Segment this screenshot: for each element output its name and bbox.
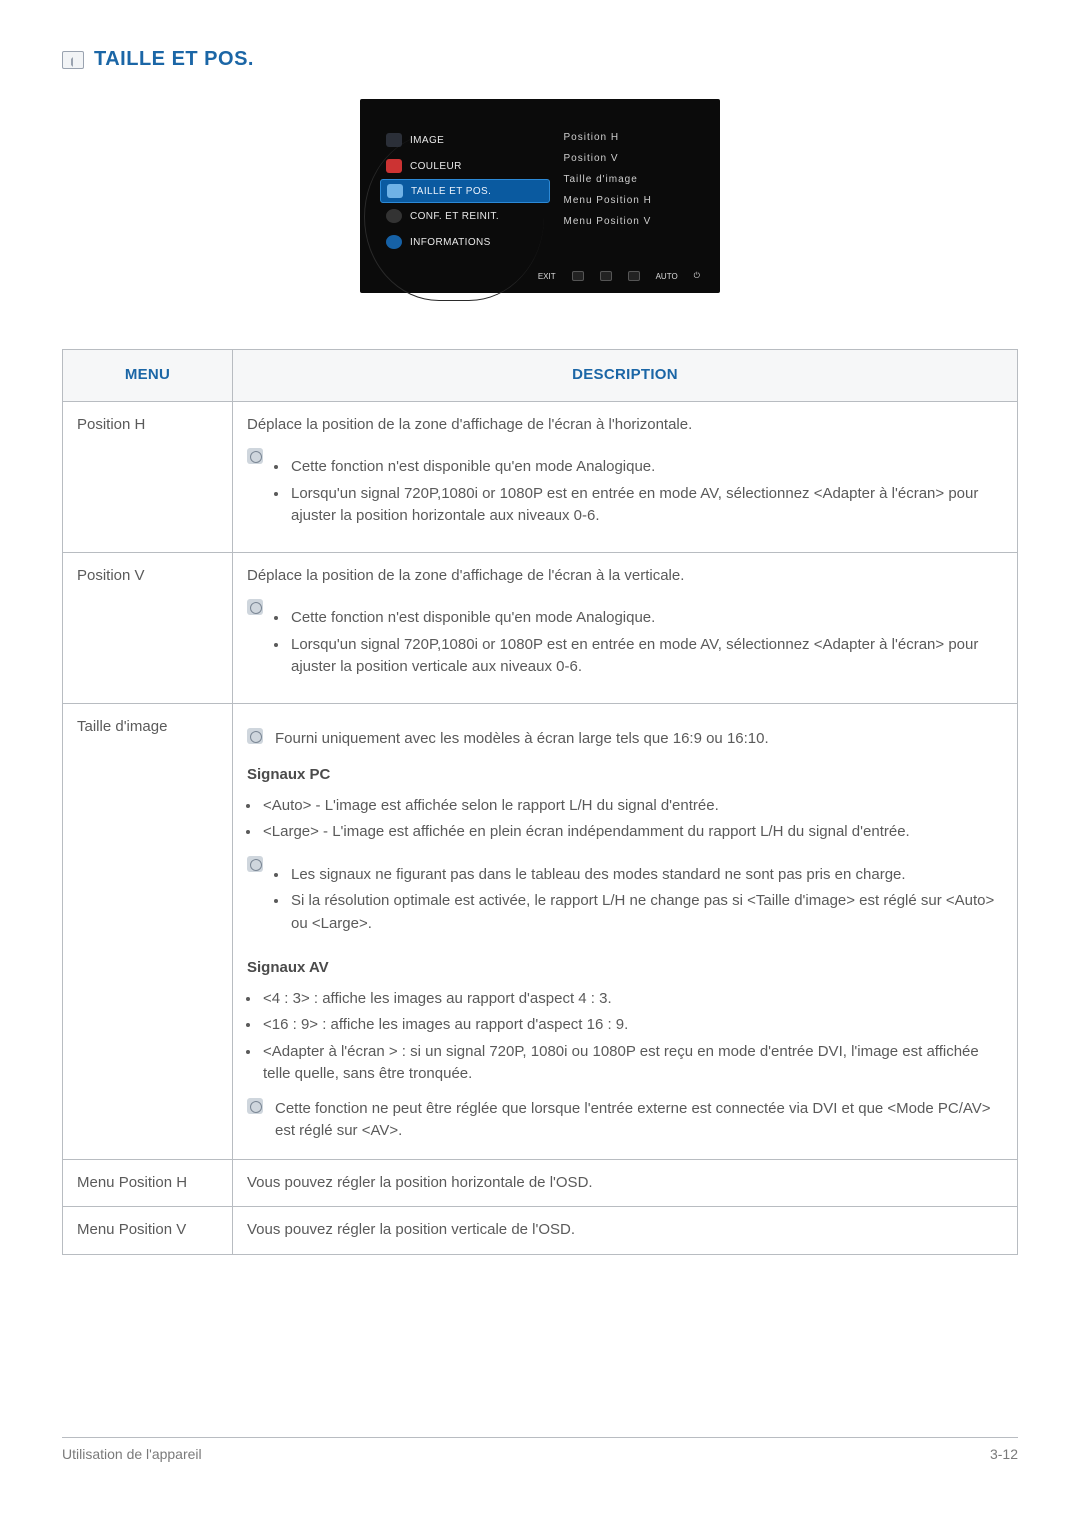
gear-icon [386, 209, 402, 223]
osd-right-item: Position V [564, 148, 699, 169]
osd-left-item-taille-sel: TAILLE ET POS. [380, 179, 550, 203]
cell-desc: Vous pouvez régler la position horizonta… [233, 1159, 1018, 1207]
footer-left: Utilisation de l'appareil [62, 1446, 202, 1462]
bullet: <4 : 3> : affiche les images au rapport … [261, 988, 1003, 1011]
osd-left-label: INFORMATIONS [410, 237, 491, 248]
color-icon [386, 159, 402, 173]
osd-left-label: TAILLE ET POS. [411, 186, 491, 197]
osd-nav-icon [628, 271, 640, 281]
table-row: Position H Déplace la position de la zon… [63, 401, 1018, 552]
bullet: <Large> - L'image est affichée en plein … [261, 821, 1003, 844]
osd-right-item: Position H [564, 127, 699, 148]
table-row: Position V Déplace la position de la zon… [63, 552, 1018, 703]
osd-screenshot: IMAGE COULEUR TAILLE ET POS. CONF. ET RE… [62, 99, 1018, 293]
osd-left-item-couleur: COULEUR [380, 153, 550, 179]
bullet: Cette fonction n'est disponible qu'en mo… [289, 607, 1003, 630]
osd-left-item-info: INFORMATIONS [380, 229, 550, 255]
bullet: <16 : 9> : affiche les images au rapport… [261, 1014, 1003, 1037]
footer-right: 3-12 [990, 1446, 1018, 1462]
cell-menu: Menu Position V [63, 1207, 233, 1255]
osd-right-item: Taille d'image [564, 169, 699, 190]
cell-menu: Position V [63, 552, 233, 703]
cell-desc: Vous pouvez régler la position verticale… [233, 1207, 1018, 1255]
osd-right-item: Menu Position V [564, 211, 699, 232]
th-menu: MENU [63, 350, 233, 402]
spec-table: MENU DESCRIPTION Position H Déplace la p… [62, 349, 1018, 1255]
bullet: Cette fonction n'est disponible qu'en mo… [289, 456, 1003, 479]
osd-nav-icon [600, 271, 612, 281]
subheading-av: Signaux AV [247, 957, 1003, 980]
bullet: Si la résolution optimale est activée, l… [289, 890, 1003, 935]
bullet: <Auto> - L'image est affichée selon le r… [261, 795, 1003, 818]
info-icon [386, 235, 402, 249]
table-row: Menu Position H Vous pouvez régler la po… [63, 1159, 1018, 1207]
osd-left-item-image: IMAGE [380, 127, 550, 153]
cell-menu: Menu Position H [63, 1159, 233, 1207]
note-text: Fourni uniquement avec les modèles à écr… [275, 728, 1003, 751]
osd-left-item-conf: CONF. ET REINIT. [380, 203, 550, 229]
cell-menu: Position H [63, 401, 233, 552]
bullet: Lorsqu'un signal 720P,1080i or 1080P est… [289, 483, 1003, 528]
bullet: <Adapter à l'écran > : si un signal 720P… [261, 1041, 1003, 1086]
note-icon [247, 448, 263, 464]
table-row: Menu Position V Vous pouvez régler la po… [63, 1207, 1018, 1255]
osd-left-label: IMAGE [410, 135, 444, 146]
note-icon [247, 728, 263, 744]
note-icon [247, 856, 263, 872]
osd-right-item: Menu Position H [564, 190, 699, 211]
note-icon [247, 1098, 263, 1114]
osd-left-label: CONF. ET REINIT. [410, 211, 499, 222]
note-text: Cette fonction ne peut être réglée que l… [275, 1098, 1003, 1143]
subheading-pc: Signaux PC [247, 764, 1003, 787]
osd-exit: EXIT [538, 271, 556, 281]
bullet: Lorsqu'un signal 720P,1080i or 1080P est… [289, 634, 1003, 679]
cell-desc: Déplace la position de la zone d'afficha… [233, 401, 1018, 552]
osd-nav-icon [572, 271, 584, 281]
size-icon [387, 184, 403, 198]
size-pos-icon [62, 51, 84, 69]
table-row: Taille d'image Fourni uniquement avec le… [63, 703, 1018, 1159]
lead-text: Déplace la position de la zone d'afficha… [247, 414, 1003, 437]
osd-power-icon: ⏻ [694, 271, 700, 281]
osd-auto: AUTO [656, 271, 678, 281]
cell-menu: Taille d'image [63, 703, 233, 1159]
lead-text: Déplace la position de la zone d'afficha… [247, 565, 1003, 588]
bullet: Les signaux ne figurant pas dans le tabl… [289, 864, 1003, 887]
image-icon [386, 133, 402, 147]
cell-desc: Fourni uniquement avec les modèles à écr… [233, 703, 1018, 1159]
page-footer: Utilisation de l'appareil 3-12 [62, 1437, 1018, 1462]
cell-desc: Déplace la position de la zone d'afficha… [233, 552, 1018, 703]
section-title: TAILLE ET POS. [94, 48, 254, 71]
th-description: DESCRIPTION [233, 350, 1018, 402]
section-header: TAILLE ET POS. [62, 48, 1018, 71]
osd-left-label: COULEUR [410, 161, 462, 172]
note-icon [247, 599, 263, 615]
